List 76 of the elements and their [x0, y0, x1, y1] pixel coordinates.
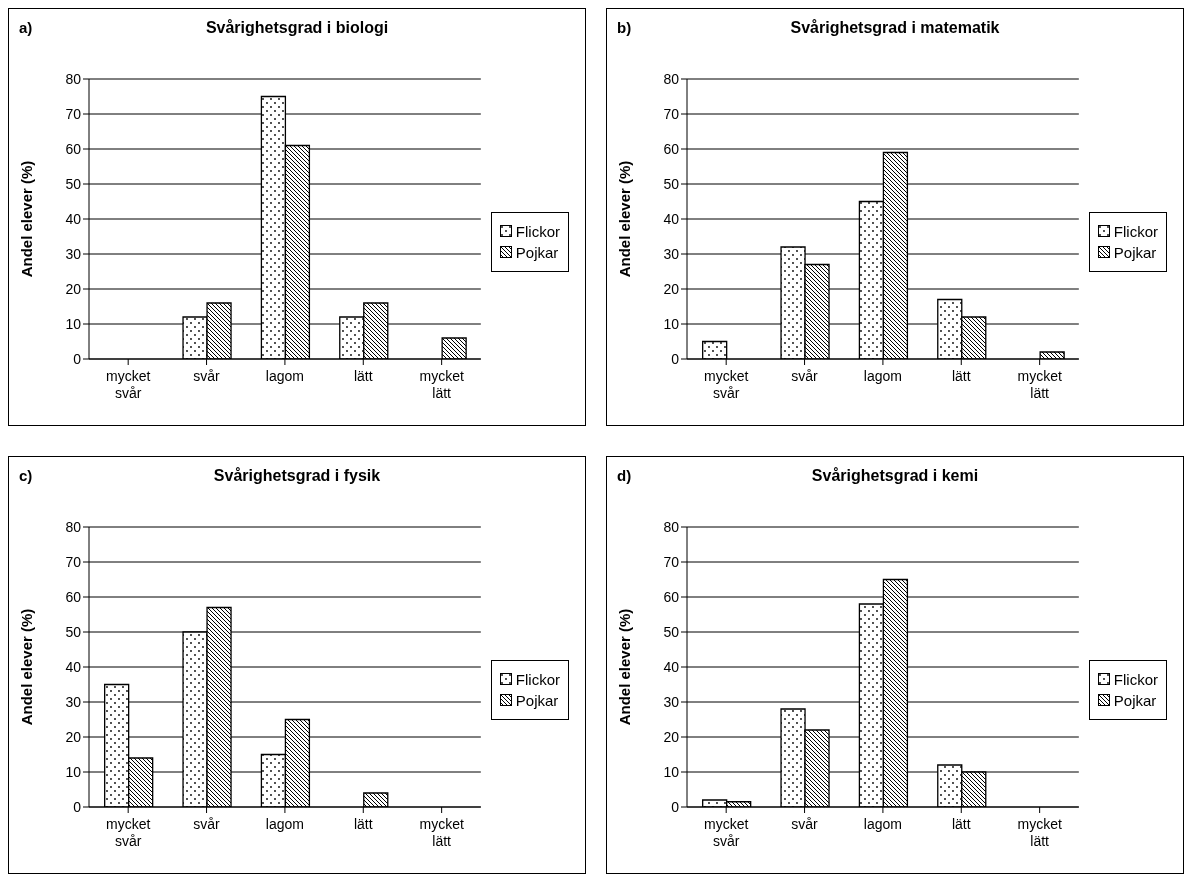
y-tick-label: 30 — [65, 245, 82, 262]
y-tick-label: 80 — [65, 518, 82, 535]
x-tick-label: lätt — [353, 368, 373, 384]
legend-label: Flickor — [1113, 670, 1158, 688]
x-tick-label: svår — [193, 368, 221, 384]
y-tick-label: 80 — [663, 70, 680, 87]
legend-label: Pojkar — [515, 243, 559, 261]
y-tick-label: 0 — [671, 350, 680, 367]
y-tick-label: 60 — [65, 588, 82, 605]
text: a) — [19, 19, 33, 36]
y-tick-label: 20 — [663, 280, 680, 297]
x-tick-label: svår — [193, 816, 221, 832]
y-tick-label: 50 — [65, 175, 82, 192]
y-axis-title: Andel elever (%) — [18, 160, 36, 278]
y-tick-label: 30 — [663, 693, 680, 710]
x-tick-label: lagom — [265, 816, 304, 832]
legend-label: Pojkar — [1113, 691, 1157, 709]
y-tick-label: 0 — [671, 798, 680, 815]
x-tick-label: lagom — [863, 368, 902, 384]
y-axis-title: Andel elever (%) — [616, 160, 634, 278]
chart-title: Svårighetsgrad i kemi — [811, 467, 979, 484]
x-tick-label: lätt — [951, 368, 971, 384]
y-tick-label: 70 — [65, 105, 82, 122]
x-tick-label: svår — [791, 816, 819, 832]
y-tick-label: 70 — [663, 105, 680, 122]
chart-title: Svårighetsgrad i biologi — [205, 19, 389, 36]
y-tick-label: 40 — [65, 210, 82, 227]
chart-title: Svårighetsgrad i matematik — [790, 19, 1000, 36]
legend-label: Pojkar — [1113, 243, 1157, 261]
x-tick-label: lätt — [353, 816, 373, 832]
chart-title: Svårighetsgrad i fysik — [213, 467, 381, 484]
x-tick-label: mycket svår — [106, 816, 151, 849]
x-tick-label: mycket lätt — [419, 368, 464, 401]
y-tick-label: 80 — [663, 518, 680, 535]
x-tick-label: mycket svår — [106, 368, 151, 401]
y-tick-label: 20 — [65, 728, 82, 745]
legend-label: Flickor — [1113, 222, 1158, 240]
text: b) — [617, 19, 632, 36]
y-tick-label: 30 — [65, 693, 82, 710]
legend-label: Pojkar — [515, 691, 559, 709]
y-tick-label: 10 — [663, 763, 680, 780]
y-tick-label: 10 — [65, 763, 82, 780]
x-tick-label: mycket lätt — [1017, 368, 1062, 401]
y-axis-title: Andel elever (%) — [18, 608, 36, 726]
y-tick-label: 70 — [65, 553, 82, 570]
text: c) — [19, 467, 33, 484]
x-tick-label: mycket lätt — [419, 816, 464, 849]
y-tick-label: 0 — [73, 350, 82, 367]
y-tick-label: 60 — [663, 140, 680, 157]
x-tick-label: lagom — [863, 816, 902, 832]
y-tick-label: 50 — [663, 623, 680, 640]
x-tick-label: svår — [791, 368, 819, 384]
text: d) — [617, 467, 632, 484]
y-axis-title: Andel elever (%) — [616, 608, 634, 726]
y-tick-label: 70 — [663, 553, 680, 570]
y-tick-label: 50 — [663, 175, 680, 192]
y-tick-label: 40 — [663, 658, 680, 675]
y-tick-label: 40 — [65, 658, 82, 675]
x-tick-label: mycket svår — [704, 816, 749, 849]
x-tick-label: mycket lätt — [1017, 816, 1062, 849]
y-tick-label: 10 — [65, 315, 82, 332]
y-tick-label: 60 — [663, 588, 680, 605]
y-tick-label: 50 — [65, 623, 82, 640]
legend-label: Flickor — [515, 222, 560, 240]
y-tick-label: 60 — [65, 140, 82, 157]
y-tick-label: 20 — [65, 280, 82, 297]
y-tick-label: 0 — [73, 798, 82, 815]
x-tick-label: mycket svår — [704, 368, 749, 401]
x-tick-label: lagom — [265, 368, 304, 384]
legend-label: Flickor — [515, 670, 560, 688]
x-tick-label: lätt — [951, 816, 971, 832]
y-tick-label: 10 — [663, 315, 680, 332]
y-tick-label: 40 — [663, 210, 680, 227]
y-tick-label: 30 — [663, 245, 680, 262]
y-tick-label: 80 — [65, 70, 82, 87]
y-tick-label: 20 — [663, 728, 680, 745]
